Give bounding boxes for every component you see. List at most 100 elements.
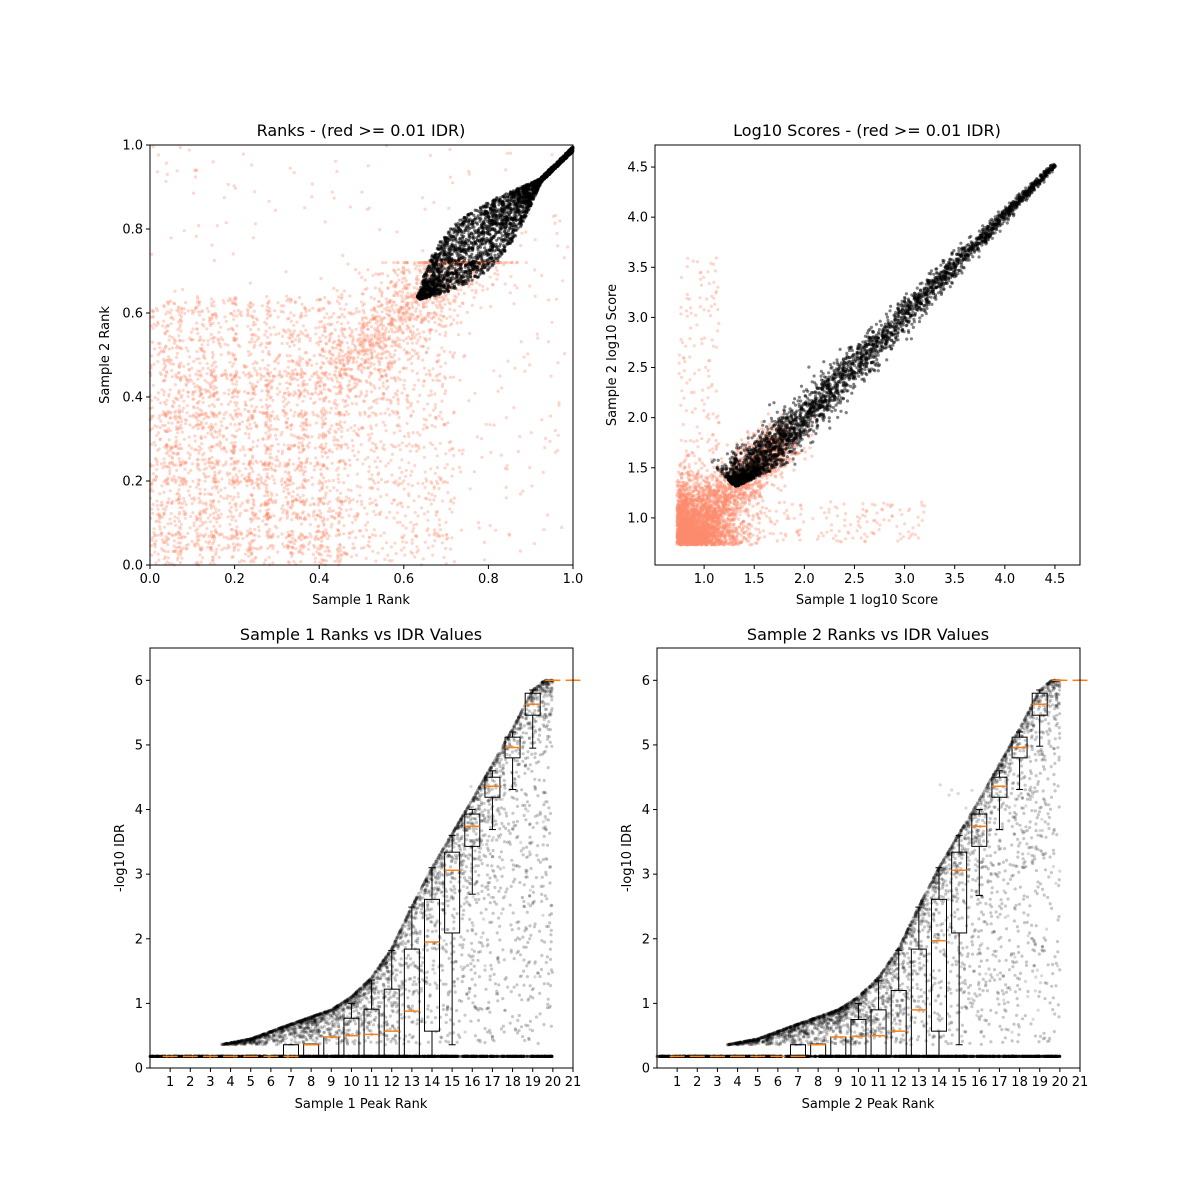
fail-point bbox=[330, 424, 334, 428]
fail-point bbox=[424, 305, 428, 309]
fail-point bbox=[269, 498, 273, 502]
fail-point bbox=[499, 453, 503, 457]
fail-point bbox=[354, 536, 358, 540]
fail-point bbox=[416, 514, 420, 518]
fail-point bbox=[246, 391, 251, 395]
fail-point bbox=[255, 477, 259, 481]
fail-point bbox=[215, 391, 219, 395]
fail-point bbox=[390, 501, 394, 505]
fail-point bbox=[382, 531, 386, 535]
fail-point bbox=[297, 296, 302, 300]
fail-point bbox=[273, 309, 277, 313]
fail-point bbox=[261, 350, 265, 354]
fail-point bbox=[425, 529, 429, 533]
fail-point bbox=[235, 324, 239, 328]
fail-point bbox=[234, 536, 238, 540]
fail-point bbox=[285, 511, 289, 515]
fail-point bbox=[351, 341, 355, 346]
fail-point bbox=[325, 485, 329, 489]
fail-point bbox=[359, 546, 364, 550]
fail-point bbox=[336, 496, 341, 500]
fail-point bbox=[336, 473, 340, 477]
fail-point bbox=[340, 426, 344, 430]
fail-point bbox=[213, 507, 217, 511]
fail-point bbox=[322, 306, 326, 310]
fail-point bbox=[203, 479, 207, 483]
fail-point bbox=[342, 532, 346, 536]
fail-point bbox=[366, 543, 370, 548]
fail-point bbox=[179, 535, 183, 539]
fail-point bbox=[443, 361, 448, 365]
fail-point bbox=[384, 326, 388, 330]
fail-point bbox=[337, 334, 341, 338]
fail-point bbox=[412, 317, 416, 321]
fail-point bbox=[172, 539, 176, 543]
fail-point bbox=[189, 514, 193, 519]
fail-point bbox=[290, 495, 294, 499]
fail-point bbox=[304, 360, 308, 364]
fail-point bbox=[159, 462, 163, 466]
fail-point bbox=[360, 357, 364, 361]
fail-point bbox=[265, 486, 269, 490]
fail-point bbox=[273, 481, 277, 485]
fail-point bbox=[217, 321, 221, 325]
fail-point bbox=[405, 301, 409, 305]
fail-point bbox=[363, 506, 367, 510]
fail-point bbox=[289, 433, 293, 437]
fail-point bbox=[289, 392, 293, 396]
fail-point bbox=[199, 420, 203, 424]
fail-point bbox=[198, 389, 202, 394]
fail-point bbox=[164, 540, 168, 544]
fail-point bbox=[162, 457, 166, 461]
fail-point bbox=[528, 466, 532, 470]
fail-point bbox=[376, 473, 380, 477]
fail-point bbox=[519, 340, 523, 344]
fail-point bbox=[170, 501, 174, 505]
fail-point bbox=[371, 533, 375, 537]
fail-point bbox=[369, 350, 373, 354]
fail-point bbox=[301, 444, 305, 448]
fail-point bbox=[303, 412, 307, 416]
fail-point bbox=[411, 529, 415, 534]
fail-point bbox=[323, 496, 327, 500]
fail-point bbox=[315, 460, 319, 464]
fail-point bbox=[394, 552, 398, 556]
fail-point bbox=[199, 513, 203, 517]
fail-point bbox=[192, 359, 196, 364]
fail-point bbox=[381, 351, 385, 355]
fail-point bbox=[225, 536, 229, 540]
fail-point bbox=[240, 473, 244, 477]
fail-point bbox=[404, 444, 409, 448]
fail-point bbox=[348, 356, 352, 360]
fail-point bbox=[284, 464, 288, 469]
fail-point bbox=[354, 327, 358, 331]
fail-point bbox=[392, 376, 397, 380]
fail-point bbox=[436, 482, 440, 486]
fail-point bbox=[181, 339, 185, 343]
fail-point bbox=[210, 364, 214, 368]
fail-point bbox=[150, 482, 154, 486]
fail-point bbox=[384, 541, 389, 545]
fail-point bbox=[494, 265, 498, 270]
fail-point bbox=[199, 560, 203, 564]
fail-point bbox=[344, 399, 348, 403]
fail-point bbox=[226, 182, 230, 186]
fail-point bbox=[427, 533, 431, 537]
fail-point bbox=[329, 406, 333, 410]
fail-point bbox=[188, 377, 192, 381]
fail-point bbox=[376, 551, 380, 555]
fail-point bbox=[389, 399, 393, 403]
fail-point bbox=[255, 461, 259, 465]
fail-point bbox=[202, 510, 206, 514]
fail-point bbox=[336, 466, 340, 470]
fail-point bbox=[323, 220, 327, 224]
fail-point bbox=[520, 231, 524, 235]
fail-point bbox=[251, 506, 255, 510]
fail-point bbox=[293, 300, 298, 304]
fail-point bbox=[397, 443, 401, 447]
fail-point bbox=[373, 442, 377, 447]
fail-point bbox=[367, 540, 371, 544]
fail-point bbox=[246, 501, 250, 505]
fail-point bbox=[168, 517, 172, 521]
fail-point bbox=[259, 372, 263, 377]
